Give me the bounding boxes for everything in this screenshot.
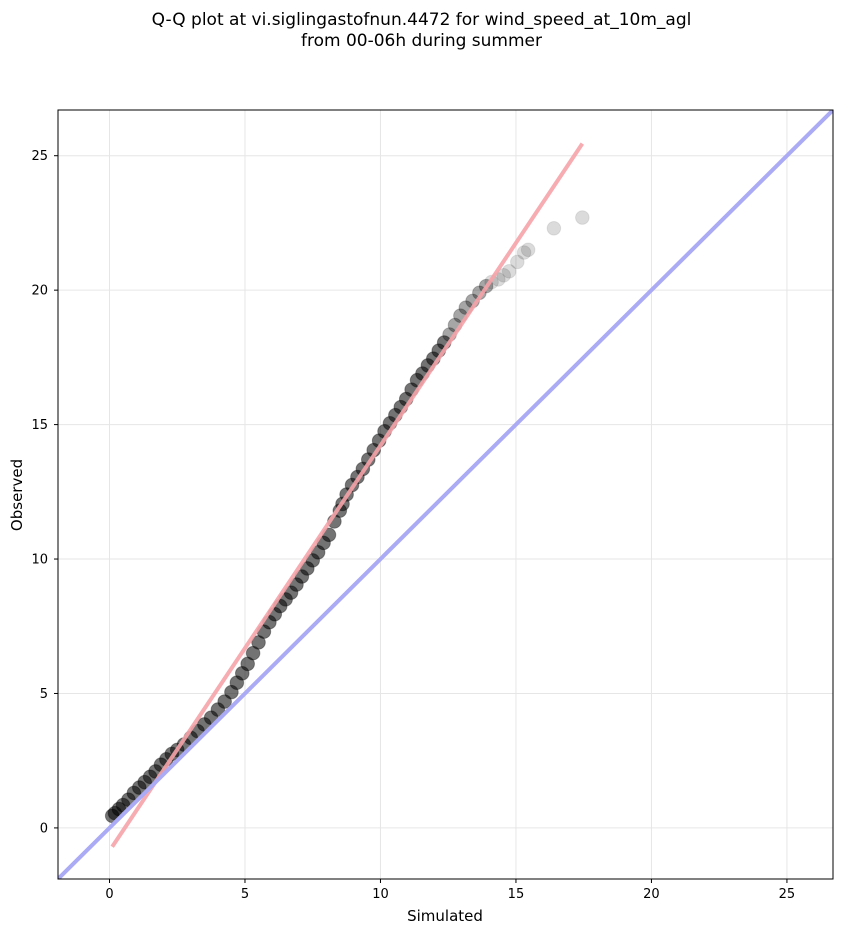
y-tick-label: 15 [31, 418, 48, 433]
y-tick-label: 10 [31, 553, 48, 568]
chart-title: Q-Q plot at vi.siglingastofnun.4472 for … [0, 10, 843, 52]
y-tick-label: 25 [31, 149, 48, 164]
x-tick-label: 15 [508, 887, 525, 902]
qq-point [217, 694, 232, 709]
fit-line [110, 142, 585, 848]
x-tick-label: 10 [372, 887, 389, 902]
x-tick-label: 20 [643, 887, 660, 902]
scatter-points [104, 210, 590, 824]
qq-point [520, 242, 536, 258]
chart-title-line-1: Q-Q plot at vi.siglingastofnun.4472 for … [151, 10, 692, 30]
chart-title-line-2: from 00-06h during summer [301, 31, 542, 51]
x-tick-label: 25 [779, 887, 796, 902]
x-tick-label: 0 [105, 887, 113, 902]
qq-point [546, 221, 562, 236]
x-axis-label: Simulated [407, 907, 483, 925]
qq-point [575, 210, 590, 225]
y-axis-label: Observed [8, 459, 26, 531]
y-tick-label: 0 [40, 821, 48, 836]
plot-area [58, 110, 833, 879]
y-tick-label: 20 [31, 284, 48, 299]
x-tick-label: 5 [241, 887, 249, 902]
y-tick-label: 5 [40, 687, 48, 702]
qq-point [516, 245, 532, 260]
qq-point [510, 254, 525, 270]
qq-point [501, 264, 517, 279]
plot-frame [57, 109, 834, 880]
identity-line [58, 110, 833, 879]
grid [58, 110, 833, 879]
y-axis: 0 5 10 15 20 25 [31, 149, 58, 836]
qq-point [496, 268, 512, 283]
x-axis: 0 5 10 15 20 25 [105, 879, 795, 902]
